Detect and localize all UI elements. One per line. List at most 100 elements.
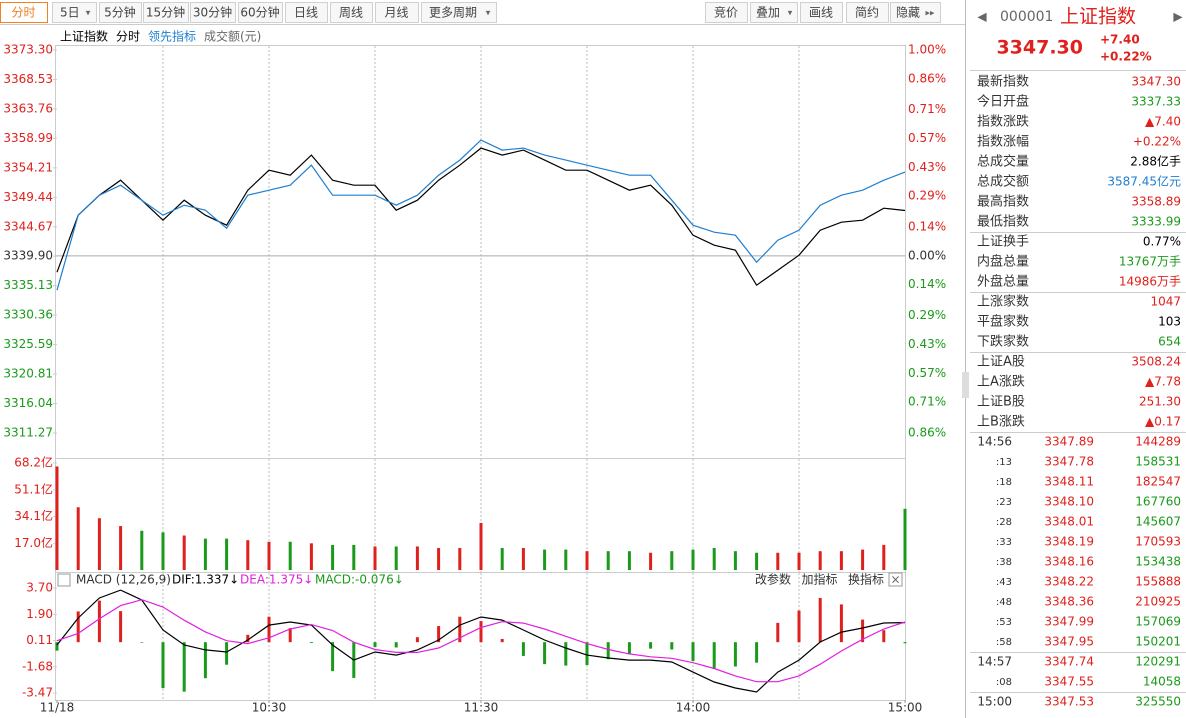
macd-bar [755,642,759,663]
volume-bar [479,522,483,570]
prev-arrow[interactable]: ◀ [977,10,987,24]
trade-time: :48 [996,597,1012,608]
trade-volume: 120291 [1135,655,1181,669]
macd-bar [839,604,843,643]
trade-volume: 182547 [1135,475,1181,489]
toolbar-label[interactable]: 5分钟 [104,5,136,20]
volume-bar [288,541,292,570]
trade-volume: 155888 [1135,575,1181,589]
stat-value: 103 [1158,315,1181,329]
trade-volume: 14058 [1143,675,1181,689]
y-tick-label: 3354.21 [3,160,53,174]
volume-bar [839,551,843,570]
toolbar-button[interactable] [52,2,97,23]
toolbar-label[interactable]: 更多周期 [429,6,477,20]
panel-tool[interactable]: 加指标 [802,572,838,587]
toolbar-button[interactable] [846,2,889,23]
toolbar-label[interactable]: 竞价 [714,6,738,20]
toolbar-button[interactable] [705,2,748,23]
toolbar-label[interactable]: 隐藏 [896,6,920,20]
close-icon[interactable]: × [890,573,900,587]
trade-volume: 144289 [1135,435,1181,449]
trade-volume: 210925 [1135,595,1181,609]
legend-entry: 领先指标 [148,29,196,44]
stat-label: 上涨家数 [977,294,1029,310]
toolbar-button[interactable] [190,2,236,23]
trade-volume: 145607 [1135,515,1181,529]
stat-value: 2.88亿手 [1130,154,1181,169]
toolbar-button[interactable] [99,2,142,23]
trade-volume: 153438 [1135,555,1181,569]
toolbar-label[interactable]: 简约 [855,5,879,20]
toolbar-button[interactable] [0,2,48,23]
dropdown-arrow[interactable]: ▾ [486,9,491,19]
macd-bar [225,642,229,665]
volume-bar [564,549,568,570]
toolbar-button[interactable] [238,2,283,23]
volume-bar [394,546,398,570]
trade-volume: 158531 [1135,455,1181,469]
volume-bar [140,530,144,570]
toolbar-label[interactable]: 月线 [384,6,408,20]
trade-time: :13 [996,457,1012,468]
toolbar-label[interactable]: 30分钟 [193,5,232,20]
volume-bar [882,544,886,570]
panel-icon[interactable] [57,573,71,587]
toolbar-label[interactable]: 画线 [809,6,833,20]
stat-label: 最高指数 [977,194,1029,210]
macd-bar [733,642,737,667]
next-arrow[interactable]: ▶ [1173,10,1183,24]
macd-bar [627,642,631,655]
stat-value: 13767万手 [1119,255,1181,269]
volume-bar [776,552,780,570]
toolbar-label[interactable]: 分时 [11,6,35,20]
toolbar-label[interactable]: 周线 [339,6,363,20]
close-panel[interactable] [888,572,903,587]
toolbar-label[interactable]: 15分钟 [146,5,185,20]
trade-time: 14:57 [977,655,1012,669]
y-tick-label: 3363.76 [3,101,53,115]
macd-bar [712,642,716,670]
dropdown-arrow[interactable]: ▾ [788,9,793,19]
toolbar-button[interactable] [890,2,941,23]
indicator-value: DEA:1.375↓ [240,573,313,587]
toolbar-button[interactable] [143,2,189,23]
indicator-value: DIF:1.337↓ [172,573,239,587]
dropdown-arrow[interactable]: ▾ [86,9,91,19]
macd-bar [182,642,186,692]
y-tick-label: 3325.59 [3,337,53,351]
y-tick-label: 68.2亿 [14,455,53,470]
toolbar-label[interactable]: 60分钟 [240,5,279,20]
trade-price: 3347.99 [1044,615,1094,629]
panel-tool[interactable]: 改参数 [755,572,791,587]
macd-bar [861,619,865,643]
volume-bar [733,551,737,570]
toolbar-button[interactable] [285,2,328,23]
toolbar-label[interactable]: 叠加 [756,6,780,20]
volume-bar [797,552,801,570]
toolbar-label[interactable]: 5日 [60,6,80,20]
macd-bar [564,642,568,666]
volume-label: 成交额(元) [204,29,261,44]
toolbar-button[interactable] [800,2,843,23]
toolbar-button[interactable] [330,2,373,23]
macd-bar [76,611,80,643]
toolbar-button[interactable] [750,2,798,23]
stat-value: 251.30 [1139,395,1181,409]
macd-bar [903,642,907,644]
panel-tool[interactable]: 换指标 [848,572,884,587]
volume-bar [861,549,865,570]
toolbar-button[interactable] [421,2,497,23]
collapse-handle[interactable] [962,372,969,398]
volume-bar [246,540,250,570]
y-tick-label: 3311.27 [3,426,53,440]
toolbar-button[interactable] [375,2,419,23]
trade-price: 3347.78 [1044,455,1094,469]
expand-arrow[interactable]: ▸▸ [925,9,935,19]
macd-bar [458,616,462,643]
macd-bar [649,642,653,649]
stat-value: ▲7.78 [1145,375,1181,389]
macd-bar [521,642,525,656]
macd-bar [309,642,313,644]
toolbar-label[interactable]: 日线 [294,6,318,20]
